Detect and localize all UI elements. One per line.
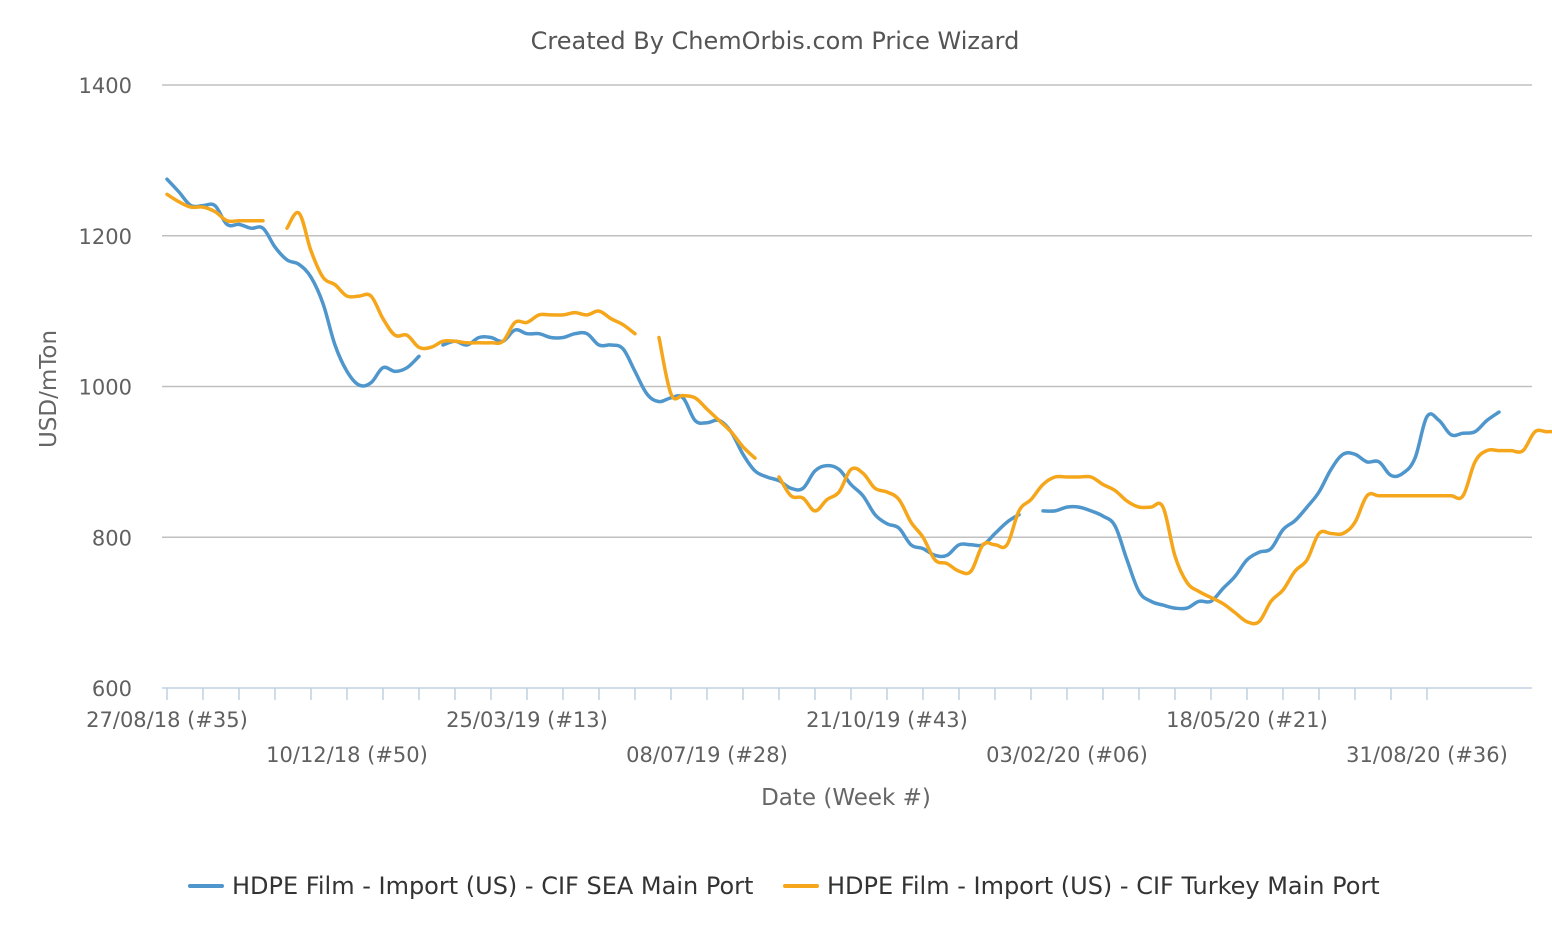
x-tick-label: 03/02/20 (#06)	[986, 743, 1148, 767]
series-1-line-segment-2	[441, 327, 1021, 559]
y-tick-label: 1400	[79, 74, 132, 98]
series-1-line-segment-3	[1041, 410, 1501, 611]
legend-label-2[interactable]: HDPE Film - Import (US) - CIF Turkey Mai…	[827, 872, 1380, 900]
series-2-line-segment-4	[777, 428, 1552, 626]
legend: HDPE Film - Import (US) - CIF SEA Main P…	[188, 872, 1380, 900]
series-2-line-segment-2	[285, 210, 637, 351]
gridlines	[162, 84, 1532, 538]
chart-title: Created By ChemOrbis.com Price Wizard	[531, 27, 1020, 55]
y-tick-label: 800	[92, 526, 132, 550]
x-tick-label: 18/05/20 (#21)	[1166, 708, 1328, 732]
series-lines	[165, 177, 1552, 626]
x-tick-label: 25/03/19 (#13)	[446, 708, 608, 732]
y-tick-label: 600	[92, 677, 132, 701]
x-tick-label: 21/10/19 (#43)	[806, 708, 968, 732]
y-axis-ticks: 600 800 1000 1200 1400	[79, 74, 132, 701]
x-axis	[162, 687, 1532, 700]
x-axis-tick-labels: 27/08/18 (#35) 10/12/18 (#50) 25/03/19 (#1…	[86, 708, 1508, 767]
x-axis-label: Date (Week #)	[761, 785, 931, 811]
y-tick-label: 1000	[79, 376, 132, 400]
x-tick-label: 08/07/19 (#28)	[626, 743, 788, 767]
series-2-line-segment-3	[657, 335, 757, 460]
series-1-line-segment-1	[165, 177, 421, 388]
x-tick-label: 27/08/18 (#35)	[86, 708, 248, 732]
legend-label-1[interactable]: HDPE Film - Import (US) - CIF SEA Main P…	[232, 872, 753, 900]
y-tick-label: 1200	[79, 225, 132, 249]
y-axis-label: USD/mTon	[36, 330, 62, 448]
series-2-line-segment-1	[165, 192, 265, 224]
x-tick-label: 31/08/20 (#36)	[1346, 743, 1508, 767]
x-tick-label: 10/12/18 (#50)	[266, 743, 428, 767]
